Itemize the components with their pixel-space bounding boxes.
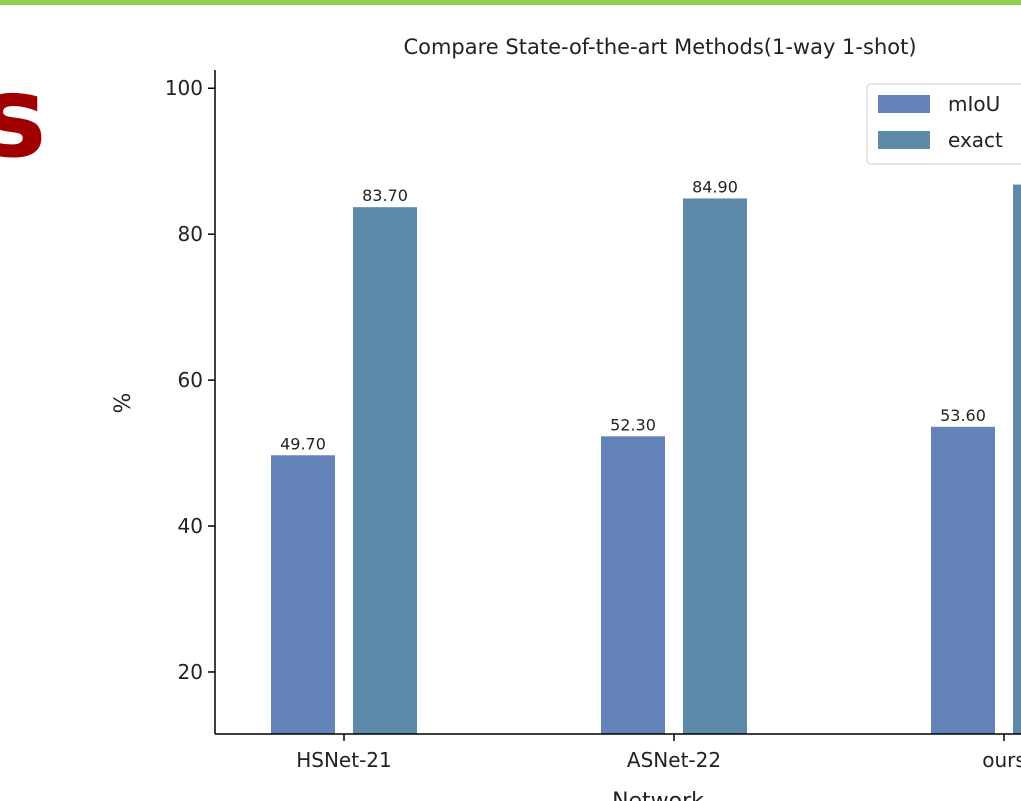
bar-mIoU-asnet-22 bbox=[601, 436, 665, 734]
bar-exact-asnet-22 bbox=[683, 198, 747, 734]
legend-label-exact: exact bbox=[948, 128, 1003, 152]
x-axis-label: Network bbox=[612, 789, 704, 801]
legend: mIoU exact bbox=[866, 83, 1021, 165]
y-tick-label: 20 bbox=[178, 660, 203, 684]
bar-value-label: 49.70 bbox=[280, 434, 326, 453]
x-tick-label: ours bbox=[982, 748, 1021, 772]
x-axis: HSNet-21 ASNet-22 ours bbox=[215, 733, 1021, 772]
y-tick-label: 60 bbox=[178, 368, 203, 392]
bar-value-label: 53.60 bbox=[940, 406, 986, 425]
legend-swatch-mIoU bbox=[878, 95, 930, 113]
chart-title: Compare State-of-the-art Methods(1-way 1… bbox=[403, 35, 916, 59]
slide-heading-fragment: s bbox=[0, 53, 47, 183]
bar-mIoU-hsnet-21 bbox=[271, 455, 335, 734]
y-axis-label: % bbox=[111, 393, 136, 414]
bar-value-label: 52.30 bbox=[610, 415, 656, 434]
legend-swatch-exact bbox=[878, 131, 930, 149]
y-tick-label: 100 bbox=[165, 76, 203, 100]
y-axis: 20 40 60 80 100 bbox=[165, 70, 216, 734]
x-tick-label: HSNet-21 bbox=[296, 748, 392, 772]
bar-exact-hsnet-21 bbox=[353, 207, 417, 734]
bar-mIoU-ours bbox=[931, 426, 995, 734]
y-tick-label: 80 bbox=[178, 222, 203, 246]
top-accent-bar bbox=[0, 0, 1021, 5]
y-tick-label: 40 bbox=[178, 514, 203, 538]
bar-value-label: 84.90 bbox=[692, 177, 738, 196]
bar-exact-ours bbox=[1013, 184, 1021, 735]
bars-layer bbox=[271, 184, 1021, 735]
legend-label-mIoU: mIoU bbox=[948, 92, 1000, 116]
x-tick-label: ASNet-22 bbox=[627, 748, 721, 772]
bar-value-label: 83.70 bbox=[362, 186, 408, 205]
